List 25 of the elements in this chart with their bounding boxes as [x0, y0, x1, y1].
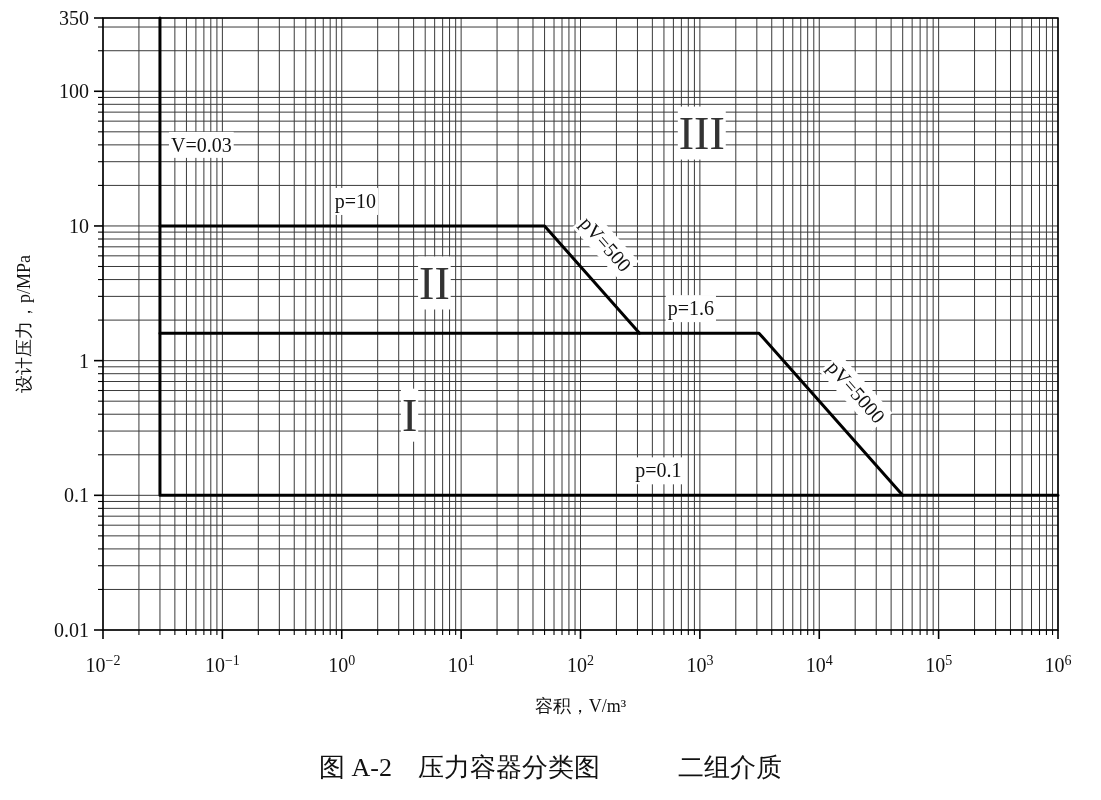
region-label: I [401, 389, 418, 441]
x-tick-label: 10$^{1}$ [447, 652, 475, 676]
x-tick-label: 10$^{4}$ [805, 652, 833, 676]
x-tick-label: 10$^{3}$ [686, 652, 714, 676]
y-axis-title: 设计压力，p/MPa [14, 255, 34, 393]
y-tick-label: 0.01 [54, 619, 89, 641]
y-tick-label: 350 [59, 7, 89, 29]
region-label: III [678, 107, 725, 159]
y-tick-label: 100 [59, 80, 89, 103]
y-tick-label: 10 [69, 214, 89, 237]
x-tick-label: 10$^{−1}$ [204, 652, 240, 676]
x-tick-label: 10$^{2}$ [567, 652, 594, 676]
line-label: p=10 [334, 189, 376, 212]
x-tick-label: 10$^{−2}$ [85, 652, 121, 676]
x-tick-label: 10$^{0}$ [328, 652, 356, 676]
x-tick-label: 10$^{6}$ [1044, 652, 1072, 676]
title: 图 A-2 压力容器分类图 二组介质 [319, 753, 782, 782]
y-tick-label: 1 [79, 349, 89, 372]
line-label: V=0.03 [170, 133, 232, 156]
x-axis-title: 容积，V/m³ [534, 696, 627, 716]
y-tick-label: 0.1 [64, 484, 89, 507]
x-tick-label: 10$^{5}$ [925, 652, 953, 676]
line-label: p=1.6 [667, 297, 714, 320]
region-label: II [419, 257, 450, 309]
line-label: p=0.1 [635, 459, 682, 482]
